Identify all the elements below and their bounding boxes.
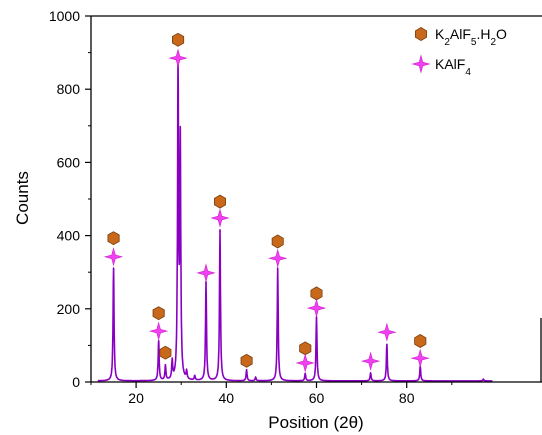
peak-point <box>112 268 115 271</box>
hexagon-marker <box>214 194 226 209</box>
peak-point <box>185 373 188 375</box>
hexagon-marker <box>414 334 427 348</box>
legend: K2AlF5.H2O KAlF4 <box>411 26 507 78</box>
star-marker <box>168 48 188 68</box>
xrd-trace-line <box>97 53 494 382</box>
peak-point <box>179 146 182 149</box>
peak-point <box>157 341 160 344</box>
peak-point <box>304 373 307 376</box>
peak-point <box>193 376 196 379</box>
star-marker <box>306 298 327 318</box>
star-marker <box>148 321 169 341</box>
y-tick-label: 800 <box>57 81 81 97</box>
star-marker <box>103 247 124 267</box>
peak-point <box>386 344 388 347</box>
hexagon-marker <box>299 341 312 356</box>
peak-point <box>315 317 318 319</box>
x-axis-label: Position (2θ) <box>268 413 363 432</box>
peak-point <box>171 362 173 365</box>
trace-layer <box>97 53 494 382</box>
axes-layer: 0 200 400 600 800 1000 20 40 60 80 <box>49 8 542 406</box>
legend-label: KAlF4 <box>435 56 471 78</box>
hexagon-marker <box>240 353 253 368</box>
star-marker <box>360 351 381 371</box>
hexagon-marker <box>152 306 165 321</box>
peak-point <box>177 70 179 72</box>
peak-point <box>164 366 167 369</box>
peak-point <box>254 377 257 380</box>
y-tick-label: 200 <box>57 301 81 317</box>
star-marker <box>268 248 288 268</box>
legend-label: K2AlF5.H2O <box>435 26 507 48</box>
star-marker <box>196 263 216 283</box>
y-tick-label: 1000 <box>49 8 80 24</box>
y-tick-label: 0 <box>72 374 80 390</box>
peak-point <box>276 268 279 271</box>
star-marker <box>410 348 430 368</box>
x-tick-label: 80 <box>399 390 415 406</box>
x-tick-label: 60 <box>309 390 325 406</box>
y-tick-label: 600 <box>57 154 81 170</box>
legend-star-marker <box>411 54 431 74</box>
hexagon-marker <box>271 234 284 249</box>
peak-point <box>219 230 221 233</box>
peak-point <box>245 370 248 372</box>
star-marker <box>377 322 397 342</box>
peak-point <box>482 379 485 381</box>
hexagon-marker <box>107 231 120 246</box>
x-tick-label: 20 <box>128 390 144 406</box>
y-axis-label: Counts <box>13 171 32 225</box>
legend-hexagon-marker <box>415 27 427 41</box>
peak-point <box>205 282 207 284</box>
hexagon-marker <box>172 32 185 47</box>
marker-layer <box>103 32 430 373</box>
peak-point <box>369 373 372 375</box>
star-marker <box>295 353 315 373</box>
hexagon-marker <box>310 286 323 301</box>
y-tick-label: 400 <box>57 228 81 244</box>
x-tick-label: 40 <box>219 390 235 406</box>
hexagon-marker <box>159 345 172 360</box>
star-marker <box>210 208 230 228</box>
